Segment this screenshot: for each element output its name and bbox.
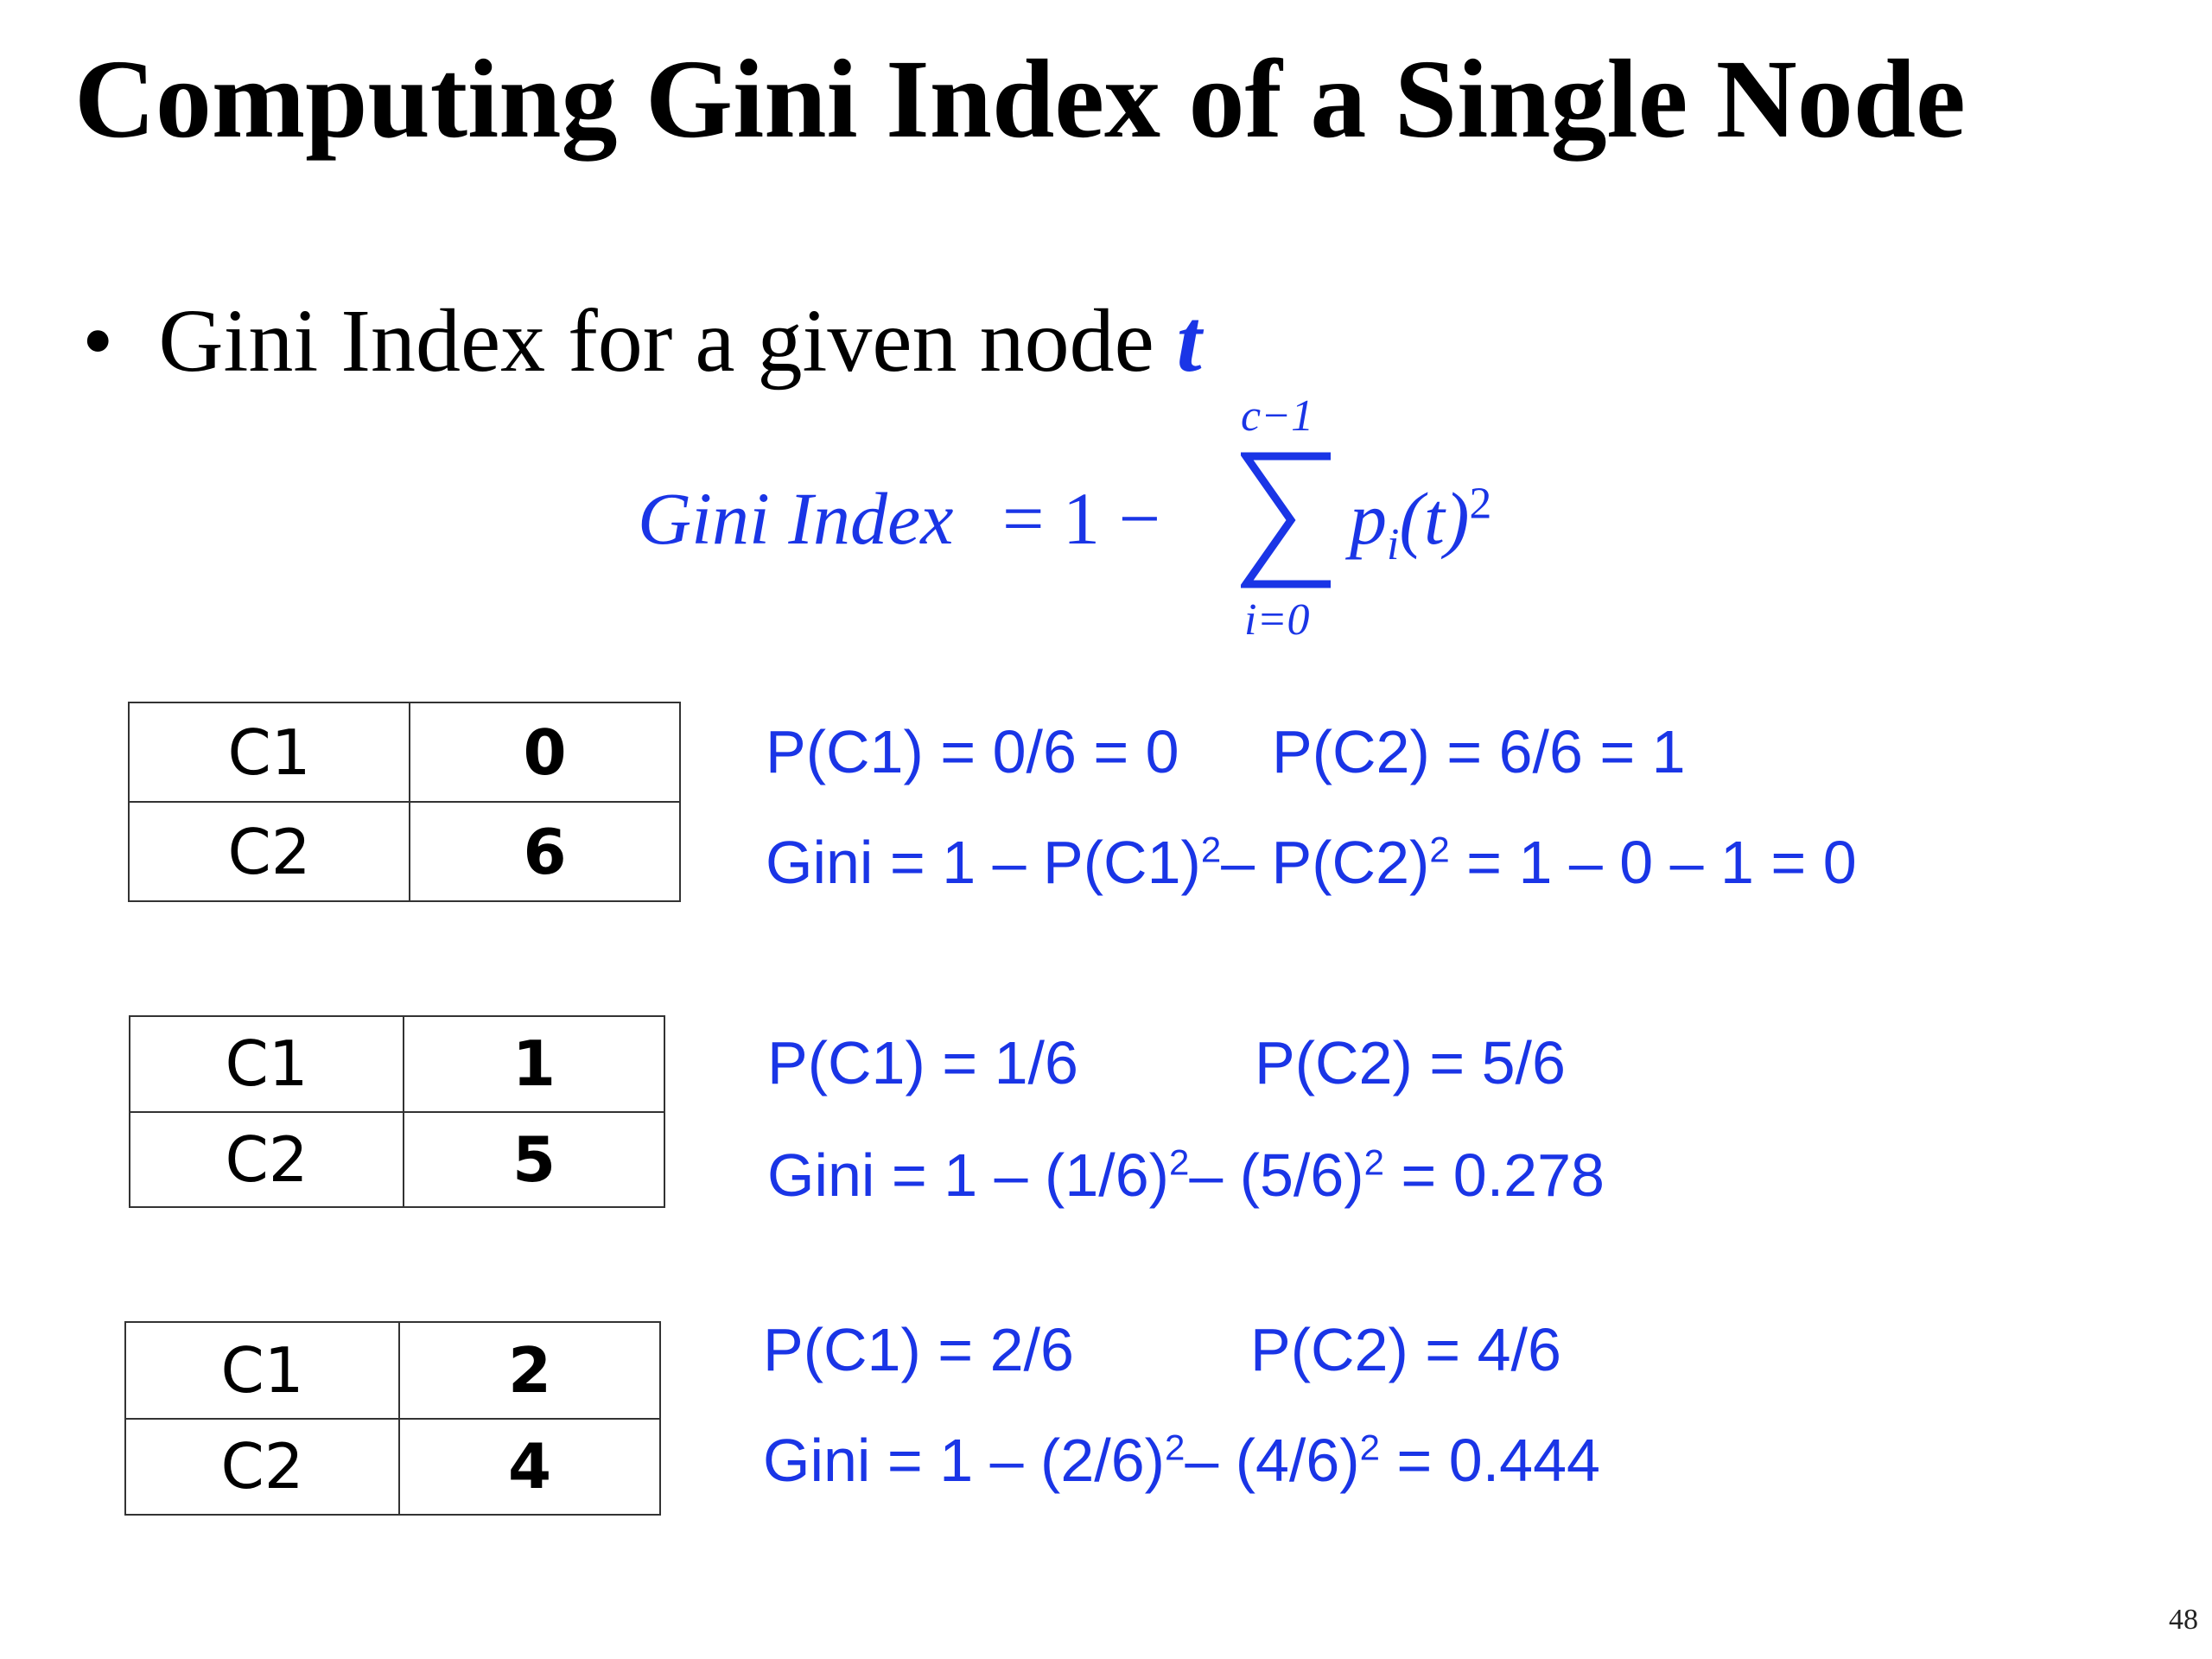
bullet-variable: t: [1176, 291, 1202, 391]
probability: P(C1) = 2/6: [763, 1316, 1074, 1383]
gini-calculation: Gini = 1 – P(C1)2– P(C2)2 = 1 – 0 – 1 = …: [766, 828, 1857, 897]
class-count: 4: [398, 1417, 661, 1516]
class-count: 0: [409, 702, 681, 803]
gini-text: – P(C2): [1221, 829, 1430, 896]
class-count: 1: [403, 1015, 665, 1113]
table-row: C2 6: [128, 801, 681, 902]
gini-text: = 1 – 0 – 1 = 0: [1449, 829, 1857, 896]
gini-text: Gini = 1 – (1/6): [767, 1141, 1169, 1209]
class-count: 5: [403, 1110, 665, 1208]
formula-term: pi(t)2: [1350, 475, 1491, 570]
class-label: C1: [129, 1015, 404, 1113]
term-sub: i: [1387, 520, 1400, 570]
term: p: [1350, 477, 1387, 560]
count-table: C1 1 C2 5: [129, 1015, 665, 1208]
title: Computing Gini Index of a Single Node: [74, 37, 1966, 162]
class-count: 2: [398, 1321, 661, 1420]
class-label: C1: [128, 702, 410, 803]
class-label: C2: [129, 1110, 404, 1208]
probability: P(C1) = 1/6: [767, 1029, 1078, 1096]
formula-lhs: Gini Index: [638, 477, 954, 560]
bullet-text: Gini Index for a given node: [158, 291, 1154, 391]
term-arg: (t): [1399, 477, 1470, 560]
term-power: 2: [1469, 479, 1492, 529]
gini-exponent: 2: [1164, 1427, 1185, 1468]
formula-lower: i=0: [1244, 595, 1310, 645]
gini-text: Gini = 1 – (2/6): [763, 1427, 1165, 1494]
gini-exponent: 2: [1168, 1141, 1190, 1183]
class-label: C1: [124, 1321, 400, 1420]
gini-text: = 0.444: [1379, 1427, 1600, 1494]
gini-exponent: 2: [1363, 1141, 1384, 1183]
count-table: C1 0 C2 6: [128, 702, 681, 902]
probability: P(C1) = 0/6 = 0: [766, 718, 1179, 785]
gini-exponent: 2: [1429, 829, 1450, 870]
gini-text: – (4/6): [1185, 1427, 1360, 1494]
class-label: C2: [124, 1417, 400, 1516]
gini-text: Gini = 1 – P(C1): [766, 829, 1201, 896]
sigma: [1241, 452, 1331, 588]
formula-operator: = 1 −: [1002, 477, 1161, 560]
count-table: C1 2 C2 4: [124, 1321, 661, 1516]
page-number: 48: [2169, 1604, 2198, 1636]
bullet: • Gini Index for a given node t: [82, 291, 1202, 391]
class-count: 6: [409, 801, 681, 902]
formula-upper: c−1: [1241, 391, 1314, 441]
table-row: C2 4: [124, 1417, 661, 1516]
gini-calculation: Gini = 1 – (1/6)2– (5/6)2 = 0.278: [767, 1141, 1605, 1210]
gini-text: – (5/6): [1189, 1141, 1364, 1209]
gini-exponent: 2: [1359, 1427, 1380, 1468]
gini-calculation: Gini = 1 – (2/6)2– (4/6)2 = 0.444: [763, 1426, 1600, 1495]
table-row: C1 1: [129, 1015, 665, 1113]
table-row: C2 5: [129, 1110, 665, 1208]
probability: P(C2) = 4/6: [1250, 1316, 1561, 1383]
table-row: C1 0: [128, 702, 681, 803]
table-row: C1 2: [124, 1321, 661, 1420]
gini-text: = 0.278: [1383, 1141, 1605, 1209]
class-label: C2: [128, 801, 410, 902]
probability: P(C2) = 6/6 = 1: [1272, 718, 1686, 785]
gini-exponent: 2: [1200, 829, 1222, 870]
probability: P(C2) = 5/6: [1255, 1029, 1566, 1096]
